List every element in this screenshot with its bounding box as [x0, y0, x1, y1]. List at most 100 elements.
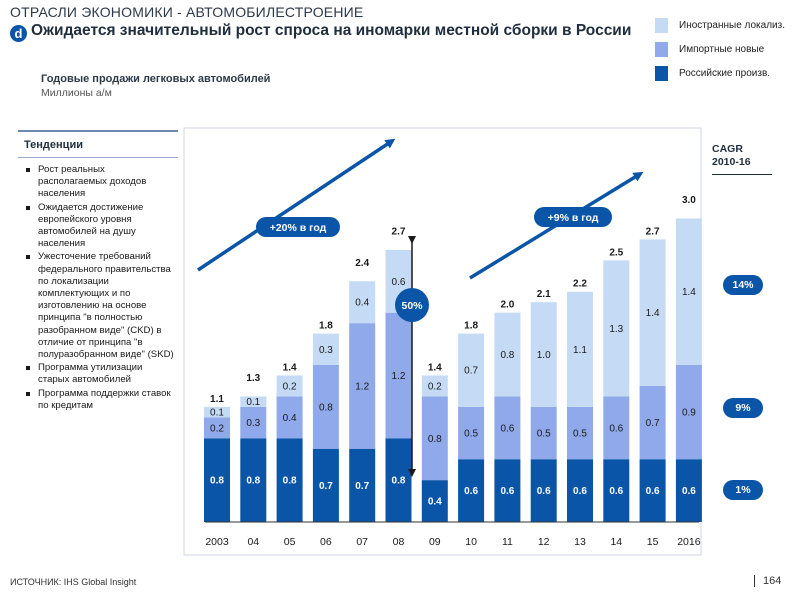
segment-label-2-12: 1.0 [537, 350, 551, 361]
bar-segment-2-07 [349, 281, 376, 324]
trends-panel: Тенденции Рост реальных располагаемых до… [18, 130, 178, 527]
chart-legend: Иностранные локализ. Импортные новые Рос… [655, 18, 785, 90]
segment-label-0-06: 0.7 [319, 481, 333, 492]
segment-label-0-08: 0.8 [392, 476, 406, 487]
segment-label-2-09: 0.2 [428, 381, 442, 392]
legend-label: Иностранные локализ. [679, 20, 785, 31]
total-label-07: 2.4 [355, 258, 369, 269]
total-label-2016: 3.0 [682, 195, 696, 206]
cagr-divider [712, 174, 772, 175]
bar-segment-0-2003 [204, 438, 230, 522]
bar-segment-1-2016 [675, 365, 702, 460]
legend-swatch-imported-new [655, 42, 668, 57]
total-label-06: 1.8 [319, 321, 333, 332]
bar-segment-2-12 [530, 302, 557, 407]
bar-segment-0-09 [421, 480, 448, 522]
x-tick-05: 05 [284, 536, 296, 548]
bar-segment-0-06 [312, 448, 339, 522]
segment-label-0-10: 0.6 [464, 486, 478, 497]
cagr-badge-imported-new: 9% [723, 398, 763, 418]
bar-segment-1-13 [567, 406, 593, 460]
segment-label-2-11: 0.8 [500, 350, 514, 361]
total-label-08: 2.7 [392, 226, 406, 237]
bar-segment-0-12 [530, 459, 557, 522]
growth-arrow-left [197, 138, 396, 272]
trend-item-localization: Ужесточение требований федерального прав… [26, 251, 174, 361]
segment-label-1-11: 0.6 [500, 423, 514, 434]
segment-label-1-10: 0.5 [464, 429, 478, 440]
x-tick-06: 06 [320, 536, 332, 548]
segment-label-2-2003: 0.1 [210, 408, 224, 419]
bar-segment-2-2016 [675, 218, 702, 365]
total-label-10: 1.8 [464, 321, 478, 332]
segment-label-2-10: 0.7 [464, 366, 478, 377]
drop-badge: 50% [395, 288, 429, 322]
trend-item-scrappage: Программа утилизации старых автомобилей [26, 362, 174, 386]
x-tick-04: 04 [247, 536, 259, 548]
cagr-title: CAGR 2010-16 [712, 143, 751, 168]
cagr-badge-russian-made: 1% [723, 480, 763, 500]
legend-item-imported-new: Импортные новые [655, 42, 785, 57]
segment-label-0-07: 0.7 [355, 481, 369, 492]
segment-label-0-2003: 0.8 [210, 476, 224, 487]
bar-segment-0-2016 [675, 459, 702, 522]
growth-badge-right-bg [534, 207, 612, 227]
segment-label-1-12: 0.5 [537, 429, 551, 440]
segment-label-1-2003: 0.2 [210, 423, 224, 434]
bar-segment-2-2003 [204, 406, 230, 418]
trend-item-income: Рост реальных располагаемых доходов насе… [26, 164, 174, 201]
legend-swatch-foreign-localized [655, 18, 668, 33]
section-title: ОТРАСЛИ ЭКОНОМИКИ - АВТОМОБИЛЕСТРОЕНИЕ [10, 4, 364, 20]
segment-label-0-13: 0.6 [573, 486, 587, 497]
bar-segment-1-11 [494, 396, 521, 460]
segment-label-0-12: 0.6 [537, 486, 551, 497]
page-title: Ожидается значительный рост спроса на ин… [31, 22, 632, 39]
drop-label: 50% [401, 300, 423, 312]
bar-segment-2-05 [276, 375, 303, 397]
bar-segment-1-06 [312, 365, 339, 449]
bar-segment-0-14 [603, 459, 630, 522]
bar-segment-1-04 [240, 406, 267, 439]
drop-badge-bg [395, 288, 429, 322]
bar-segment-2-09 [421, 375, 448, 397]
bar-segment-2-06 [312, 333, 339, 365]
bar-segment-0-11 [494, 459, 521, 522]
segment-label-2-08: 0.6 [392, 277, 406, 288]
section-badge: d [10, 25, 27, 42]
trend-item-car-ownership: Ожидается достижение европейского уровня… [26, 202, 174, 251]
legend-item-russian-made: Российские произв. [655, 66, 785, 81]
bar-segment-1-09 [421, 396, 448, 481]
bar-segment-1-10 [458, 406, 485, 460]
segment-label-0-14: 0.6 [609, 486, 623, 497]
total-label-15: 2.7 [646, 226, 660, 237]
segment-label-0-15: 0.6 [646, 486, 660, 497]
bar-segment-0-08 [385, 438, 412, 522]
bar-segment-0-13 [567, 459, 593, 522]
growth-label-left: +20% в год [270, 222, 327, 234]
segment-label-1-06: 0.8 [319, 402, 333, 413]
source-note: ИСТОЧНИК: IHS Global Insight [10, 577, 137, 587]
x-tick-11: 11 [502, 536, 513, 548]
x-tick-13: 13 [574, 536, 586, 548]
segment-label-1-05: 0.4 [283, 413, 297, 424]
bar-segment-2-04 [240, 396, 267, 407]
segment-label-0-05: 0.8 [283, 476, 297, 487]
segment-label-2-06: 0.3 [319, 345, 333, 356]
segment-label-1-08: 1.2 [392, 371, 406, 382]
segment-label-1-13: 0.5 [573, 429, 587, 440]
bar-segment-1-08 [385, 312, 412, 439]
bar-segment-1-14 [603, 396, 630, 460]
legend-label: Импортные новые [679, 44, 765, 55]
segment-label-2-13: 1.1 [573, 345, 587, 356]
growth-badge-left: +20% в год [256, 217, 340, 237]
bar-segment-2-10 [458, 333, 485, 407]
bar-segment-2-14 [603, 260, 630, 397]
legend-item-foreign-localized: Иностранные локализ. [655, 18, 785, 33]
trends-title: Тенденции [18, 132, 178, 158]
bar-segment-0-05 [276, 438, 303, 522]
bar-segment-2-11 [494, 312, 521, 397]
x-tick-09: 09 [429, 536, 441, 548]
bar-segment-0-10 [458, 459, 485, 522]
segment-label-2-14: 1.3 [609, 324, 623, 335]
x-tick-07: 07 [356, 536, 368, 548]
